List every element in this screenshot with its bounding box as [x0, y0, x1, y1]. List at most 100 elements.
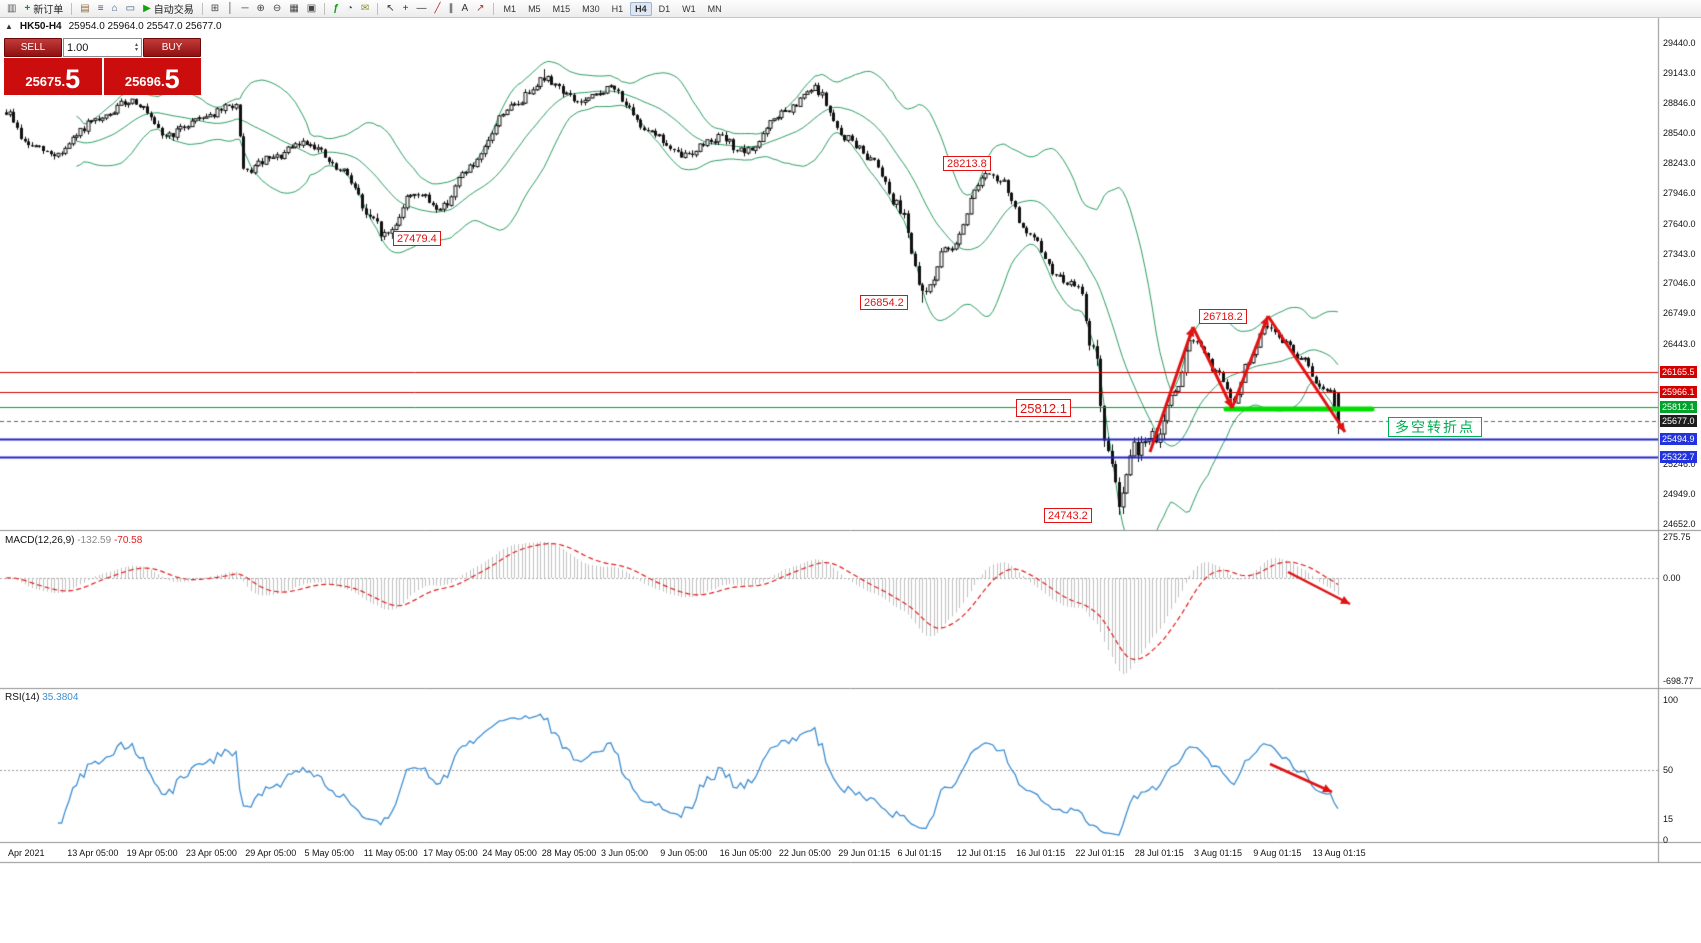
profiles-icon[interactable]: ▤ [76, 1, 93, 17]
horizontal-scale-icon-glyph: ─ [241, 2, 249, 14]
price-axis-badge-25966.1[interactable]: 25966.1 [1660, 385, 1697, 398]
price-annotation-25812.1[interactable]: 25812.1 [1016, 399, 1071, 417]
channel-object-icon-glyph: ∥ [448, 2, 454, 14]
trendline-object-icon-glyph: ╱ [434, 2, 441, 14]
new-chart-icon[interactable]: ▥ [3, 1, 20, 17]
time-axis-label: 16 Jul 01:15 [1016, 848, 1066, 858]
timeframe-H4[interactable]: H4 [630, 1, 652, 16]
new-order-button-label: 新订单 [33, 5, 64, 16]
price-axis-tick: 28846.0 [1663, 97, 1696, 108]
indicators-button[interactable]: ƒ [329, 1, 343, 17]
time-axis-label: 17 May 05:00 [423, 848, 478, 858]
spinner-down-icon[interactable]: ▾ [134, 46, 138, 53]
hline-object-icon[interactable]: — [412, 1, 430, 17]
time-axis-label: 29 Jun 01:15 [838, 848, 891, 858]
macd-value-main: -132.59 [77, 535, 112, 546]
toolbar: ▥ + 新订单 ▤ ≡ ⌂ ▭ ▶ 自动交易 ⊞ │ ─ ⊕ ⊖ ▦ ▣ ƒ ◔ ✉ ↖ + — ╱ ∥ A ↗ M1 M5 M15 M3… [0, 0, 1701, 18]
cursor-tool-icon-glyph: ↖ [386, 2, 395, 14]
zoom-in-button-glyph: ⊕ [256, 2, 265, 14]
zoom-in-button[interactable]: ⊕ [253, 1, 269, 17]
timeframe-H1[interactable]: H1 [611, 3, 624, 14]
text-object-icon-glyph: A [461, 2, 469, 14]
zoom-out-button[interactable]: ⊖ [269, 1, 285, 17]
grid-toggle-icon-glyph: ▦ [289, 2, 299, 14]
price-axis-tick: 26443.0 [1663, 339, 1696, 350]
tile-windows-icon[interactable]: ⊞ [207, 1, 223, 17]
symbol-name: HK50-H4 [19, 21, 62, 32]
buy-price-display[interactable]: 25696. 5 [103, 58, 201, 95]
cursor-tool-icon[interactable]: ↖ [382, 1, 398, 17]
volume-input[interactable]: 1.00 ▴ ▾ [63, 38, 142, 57]
price-annotation-26718.2[interactable]: 26718.2 [1199, 309, 1247, 324]
navigator-icon[interactable]: ⌂ [108, 1, 122, 17]
buy-price-big-digit: 5 [164, 64, 180, 94]
one-click-trading-panel: SELL 1.00 ▴ ▾ BUY 25675. 5 25696. 5 [4, 38, 201, 95]
grid-toggle-icon[interactable]: ▦ [285, 1, 302, 17]
sell-price-big-digit: 5 [65, 64, 81, 94]
time-axis-label: 24 May 05:00 [482, 848, 537, 858]
indicators-button-glyph: ƒ [333, 2, 339, 14]
new-order-button[interactable]: + 新订单 [20, 1, 67, 17]
price-axis-badge-25494.9[interactable]: 25494.9 [1660, 433, 1697, 446]
zoom-out-button-glyph: ⊖ [272, 2, 282, 14]
sell-button[interactable]: SELL [4, 38, 62, 57]
vertical-scale-icon[interactable]: │ [223, 1, 237, 17]
autotrading-button[interactable]: ▶ 自动交易 [139, 1, 198, 17]
time-axis-label: 11 May 05:00 [363, 848, 418, 858]
price-annotation-27479.4[interactable]: 27479.4 [393, 231, 441, 246]
price-axis-tick: 25246.0 [1663, 459, 1696, 470]
buy-button[interactable]: BUY [143, 38, 201, 57]
timeframe-M15[interactable]: M15 [552, 3, 571, 14]
crosshair-tool-icon-glyph: + [402, 2, 409, 14]
trendline-object-icon[interactable]: ╱ [430, 1, 444, 17]
chart-shift-icon[interactable]: ▣ [303, 1, 320, 17]
price-axis-badge-25812.1[interactable]: 25812.1 [1660, 401, 1697, 414]
price-axis-tick: 24652.0 [1663, 518, 1696, 529]
rsi-axis-tick: 50 [1663, 765, 1674, 775]
timeframe-W1[interactable]: W1 [682, 3, 696, 14]
tile-windows-icon-glyph: ⊞ [210, 2, 220, 14]
mail-icon[interactable]: ✉ [357, 1, 373, 17]
timeframe-M30[interactable]: M30 [582, 3, 600, 14]
timeframe-M1[interactable]: M1 [503, 3, 517, 14]
time-axis-label: 22 Jul 01:15 [1075, 848, 1125, 858]
sell-price-main: 25675. [25, 74, 66, 89]
macd-axis-tick: 0.00 [1663, 573, 1681, 583]
periods-button[interactable]: ◔ [343, 1, 357, 17]
rsi-name: RSI(14) [5, 692, 40, 703]
arrow-object-icon-glyph: ↗ [476, 2, 485, 14]
timeframe-MN[interactable]: MN [707, 3, 722, 14]
price-axis-badge-26165.5[interactable]: 26165.5 [1660, 365, 1697, 378]
price-annotation-24743.2[interactable]: 24743.2 [1044, 508, 1092, 523]
sell-price-display[interactable]: 25675. 5 [4, 58, 102, 95]
crosshair-tool-icon[interactable]: + [399, 1, 413, 17]
new-order-button-glyph: + [24, 2, 31, 14]
one-click-expander-icon[interactable]: ▲ [5, 22, 13, 31]
price-annotation-26854.2[interactable]: 26854.2 [860, 295, 908, 310]
time-axis-label: 13 Aug 01:15 [1312, 848, 1366, 858]
price-axis-tick: 29440.0 [1663, 38, 1696, 48]
price-axis-tick: 27946.0 [1663, 188, 1696, 199]
timeframe-D1[interactable]: D1 [658, 3, 671, 14]
volume-spinner[interactable]: ▴ ▾ [134, 41, 138, 53]
price-annotation-28213.8[interactable]: 28213.8 [943, 156, 991, 171]
turning-point-note[interactable]: 多空转折点 [1388, 417, 1482, 437]
price-axis-badge-25322.7[interactable]: 25322.7 [1660, 450, 1697, 463]
toolbox-icon[interactable]: ▭ [122, 1, 139, 17]
price-axis-tick: 28540.0 [1663, 128, 1696, 139]
timeframe-M5[interactable]: M5 [528, 3, 541, 14]
arrow-object-icon[interactable]: ↗ [472, 1, 488, 17]
profiles-icon-glyph: ▤ [80, 2, 90, 14]
periods-button-glyph: ◔ [346, 2, 353, 14]
macd-name: MACD(12,26,9) [5, 535, 75, 546]
text-object-icon[interactable]: A [457, 1, 472, 17]
market-watch-icon[interactable]: ≡ [94, 1, 108, 17]
horizontal-scale-icon[interactable]: ─ [237, 1, 252, 17]
time-axis-label: 3 Jun 05:00 [601, 848, 649, 858]
spinner-up-icon[interactable]: ▴ [134, 41, 138, 48]
ohlc-values: 25954.0 25964.0 25547.0 25677.0 [68, 21, 222, 32]
time-axis-label: 9 Aug 01:15 [1253, 848, 1302, 858]
channel-object-icon[interactable]: ∥ [444, 1, 457, 17]
macd-label: MACD(12,26,9) -132.59 -70.58 [5, 535, 142, 546]
